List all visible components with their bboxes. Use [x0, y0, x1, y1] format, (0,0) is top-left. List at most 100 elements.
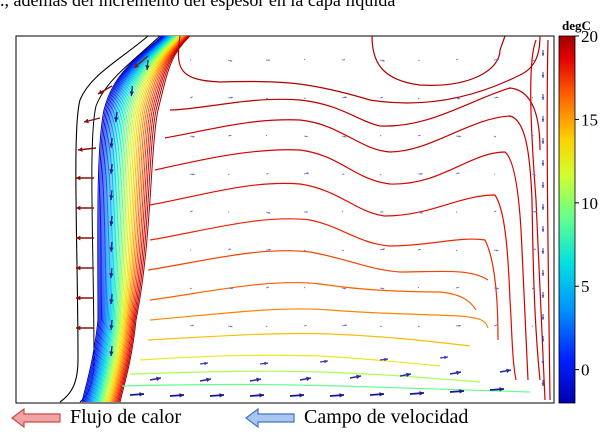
velocity-vector: [265, 325, 268, 328]
velocity-vector: [227, 134, 232, 137]
heat-flux-arrow: [76, 295, 94, 301]
boundary-contour: [109, 35, 183, 403]
heat-flux-arrow: [133, 55, 149, 69]
isotherm-line: [149, 218, 499, 341]
interior-isotherms: [121, 35, 551, 401]
boundary-contour: [104, 35, 180, 403]
colorbar-tick-label: 15: [581, 110, 598, 129]
velocity-vector: [541, 336, 545, 342]
velocity-vector: [303, 58, 306, 61]
velocity-vector: [249, 377, 262, 382]
velocity-vector: [199, 361, 209, 366]
velocity-vector: [189, 324, 194, 327]
boundary-contour: [107, 35, 182, 403]
velocity-vector: [189, 287, 192, 290]
velocity-vector: [303, 211, 308, 213]
velocity-vector: [265, 134, 268, 137]
velocity-vector: [303, 135, 308, 138]
velocity-vector: [455, 211, 458, 213]
velocity-vector: [189, 173, 195, 176]
boundary-contour: [101, 35, 177, 403]
velocity-vector: [265, 248, 271, 251]
velocity-vector: [265, 97, 269, 100]
isotherm-line: [149, 281, 477, 311]
velocity-vector: [493, 287, 499, 290]
velocity-vector: [189, 96, 193, 99]
velocity-vector: [541, 94, 545, 100]
heat-flux-arrow: [77, 147, 97, 152]
velocity-vector: [379, 135, 382, 137]
velocity-vector: [227, 211, 230, 213]
velocity-vector: [541, 182, 545, 188]
boundary-contour: [96, 35, 174, 403]
velocity-vector: [341, 287, 347, 290]
isotherm-line: [149, 182, 517, 381]
isotherm-line: [147, 250, 489, 281]
boundary-contour: [117, 35, 189, 403]
velocity-vector: [227, 96, 234, 99]
isotherm-line: [169, 87, 541, 151]
velocity-vector: [265, 211, 271, 214]
boundary-contour: [86, 35, 166, 403]
velocity-vector: [303, 286, 306, 289]
colorbar-unit: degC: [562, 18, 591, 33]
velocity-vector: [265, 59, 271, 62]
velocity-vector: [299, 376, 312, 381]
isotherm-line: [139, 354, 441, 367]
velocity-vector: [341, 173, 345, 175]
velocity-vector: [379, 287, 385, 290]
velocity-vector: [129, 392, 145, 397]
velocity-vector: [109, 215, 114, 227]
velocity-vector: [541, 204, 545, 210]
velocity-vector: [379, 211, 384, 213]
boundary-contour: [87, 35, 167, 403]
velocity-vector: [341, 249, 345, 251]
velocity-vector: [531, 59, 535, 62]
velocity-vector: [189, 210, 193, 213]
velocity-vector: [541, 270, 545, 276]
heat-flux-arrow: [97, 85, 113, 95]
velocity-vector: [417, 211, 423, 214]
velocity-vector: [319, 359, 329, 364]
velocity-vector: [493, 58, 500, 61]
velocity-vector: [409, 391, 425, 396]
velocity-vector: [227, 173, 230, 176]
boundary-contour: [111, 35, 185, 403]
velocity-vector: [531, 173, 536, 176]
velocity-vector: [265, 286, 270, 289]
boundary-layer-contours: [81, 35, 191, 403]
boundary-contour: [106, 35, 182, 403]
isotherm-line: [371, 35, 506, 86]
velocity-vector: [455, 249, 458, 252]
velocity-vector: [227, 59, 233, 62]
heat-flux-arrow: [76, 265, 94, 271]
velocity-vector: [489, 387, 505, 392]
boundary-contour: [82, 35, 164, 403]
isotherm-line: [530, 39, 546, 401]
velocity-vector: [399, 372, 412, 377]
boundary-contour: [119, 35, 191, 403]
velocity-vector: [109, 293, 114, 305]
boundary-contour: [93, 35, 171, 403]
velocity-vector: [455, 172, 460, 175]
velocity-vector: [341, 135, 347, 138]
boundary-contour: [95, 35, 173, 403]
velocity-vector: [541, 292, 545, 298]
boundary-contour: [83, 35, 165, 403]
boundary-contour: [105, 35, 181, 403]
colorbar-tick-label: 20: [581, 27, 598, 46]
velocity-vector: [493, 249, 499, 252]
legend: Flujo de calor Campo de velocidad: [0, 402, 607, 435]
velocity-vector: [189, 135, 195, 138]
velocity-vector: [149, 376, 162, 381]
velocity-vector: [493, 96, 499, 99]
velocity-vector: [227, 287, 233, 290]
velocity-vector: [493, 210, 497, 213]
isotherm-line: [149, 308, 489, 329]
boundary-contour: [99, 35, 176, 403]
velocity-vector: [417, 97, 420, 100]
colorbar-scale: [558, 35, 576, 404]
heat-flux-arrow: [76, 325, 94, 331]
legend-label-heat-flux: Flujo de calor: [70, 406, 182, 428]
boundary-contour: [88, 35, 168, 403]
